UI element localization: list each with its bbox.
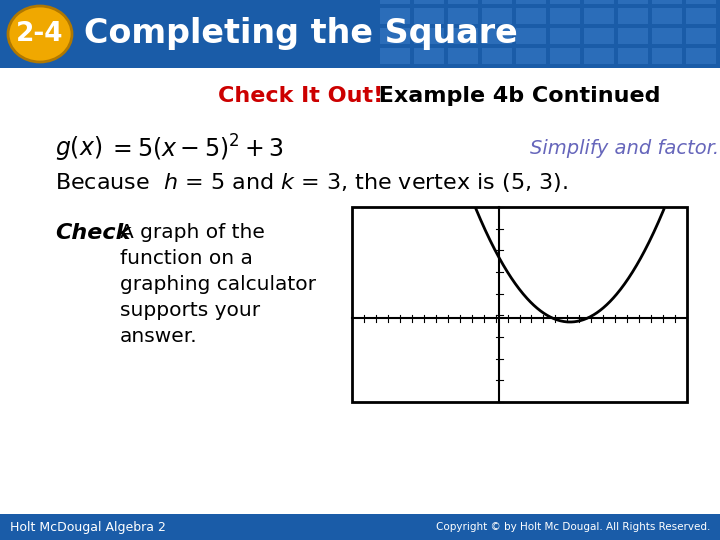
Text: Simplify and factor.: Simplify and factor. [530, 138, 719, 158]
Text: $= 5(x - 5)^2 + 3$: $= 5(x - 5)^2 + 3$ [108, 133, 284, 163]
Bar [516, 8, 546, 24]
Bar [686, 48, 716, 64]
Bar [482, 8, 512, 24]
Bar [0, 514, 720, 540]
Bar [516, 0, 546, 4]
Text: supports your: supports your [120, 301, 260, 320]
Text: Completing the Square: Completing the Square [84, 17, 518, 51]
Bar [380, 28, 410, 44]
Text: graphing calculator: graphing calculator [120, 275, 316, 294]
Bar [550, 8, 580, 24]
Bar [482, 48, 512, 64]
Bar [380, 48, 410, 64]
Text: $g(x)$: $g(x)$ [55, 134, 102, 162]
Bar [550, 0, 580, 4]
Bar [584, 0, 614, 4]
Bar [0, 68, 720, 514]
Bar [414, 28, 444, 44]
Bar [584, 8, 614, 24]
Text: Example 4b Continued: Example 4b Continued [371, 86, 660, 106]
Text: Check It Out!: Check It Out! [218, 86, 383, 106]
Text: answer.: answer. [120, 327, 197, 346]
Text: Because  $h$ = 5 and $k$ = 3, the vertex is (5, 3).: Because $h$ = 5 and $k$ = 3, the vertex … [55, 172, 568, 194]
Bar [482, 28, 512, 44]
Bar [380, 0, 410, 4]
Bar [352, 207, 687, 402]
Bar [448, 0, 478, 4]
Bar [652, 48, 682, 64]
Text: function on a: function on a [120, 249, 253, 268]
Bar [618, 8, 648, 24]
Bar [550, 48, 580, 64]
Bar [448, 28, 478, 44]
Bar [516, 28, 546, 44]
Bar [618, 48, 648, 64]
Bar [448, 48, 478, 64]
Text: Holt McDougal Algebra 2: Holt McDougal Algebra 2 [10, 521, 166, 534]
Bar [584, 28, 614, 44]
Bar [414, 8, 444, 24]
Bar [686, 28, 716, 44]
Bar [686, 0, 716, 4]
Text: 2-4: 2-4 [17, 21, 64, 47]
Bar [380, 8, 410, 24]
Ellipse shape [8, 6, 72, 62]
Bar [652, 8, 682, 24]
Bar [652, 0, 682, 4]
Bar [414, 0, 444, 4]
Bar [686, 8, 716, 24]
Bar [448, 8, 478, 24]
Text: Check: Check [55, 223, 130, 243]
Bar [584, 48, 614, 64]
Bar [0, 0, 720, 68]
Bar [550, 28, 580, 44]
Text: A graph of the: A graph of the [120, 223, 265, 242]
Bar [482, 0, 512, 4]
Bar [652, 28, 682, 44]
Bar [516, 48, 546, 64]
Text: Copyright © by Holt Mc Dougal. All Rights Reserved.: Copyright © by Holt Mc Dougal. All Right… [436, 522, 710, 532]
Bar [618, 28, 648, 44]
Bar [414, 48, 444, 64]
Bar [618, 0, 648, 4]
